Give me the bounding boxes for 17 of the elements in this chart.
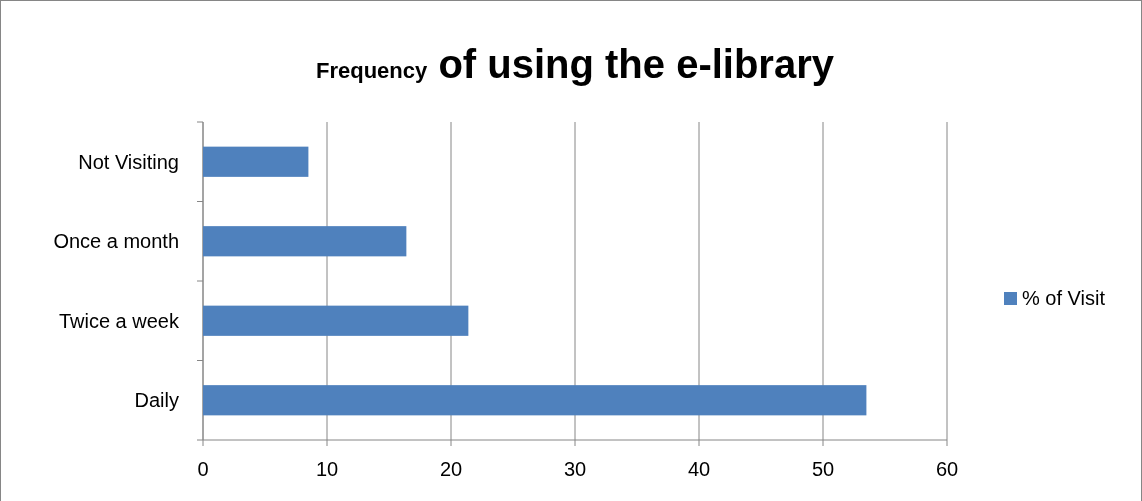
- x-tick-label: 50: [811, 458, 835, 480]
- bar: [203, 385, 867, 416]
- bar: [203, 305, 469, 336]
- x-tick-label: 10: [315, 458, 339, 480]
- legend-label: % of Visit: [1022, 287, 1106, 309]
- x-tick-label: 60: [935, 458, 959, 480]
- y-tick-label: Twice a week: [58, 309, 180, 332]
- y-tick-label: Daily: [134, 389, 179, 412]
- x-tick-label: 20: [439, 458, 463, 480]
- x-tick-label: 40: [687, 458, 711, 480]
- chart-title: Frequency of using the e-library: [316, 42, 835, 86]
- y-tick-label: Not Visiting: [78, 150, 179, 173]
- x-tick-label: 0: [197, 458, 209, 480]
- bar: [203, 146, 309, 177]
- bar: [203, 226, 407, 257]
- y-tick-label: Once a month: [53, 230, 179, 253]
- x-tick-label: 30: [563, 458, 587, 480]
